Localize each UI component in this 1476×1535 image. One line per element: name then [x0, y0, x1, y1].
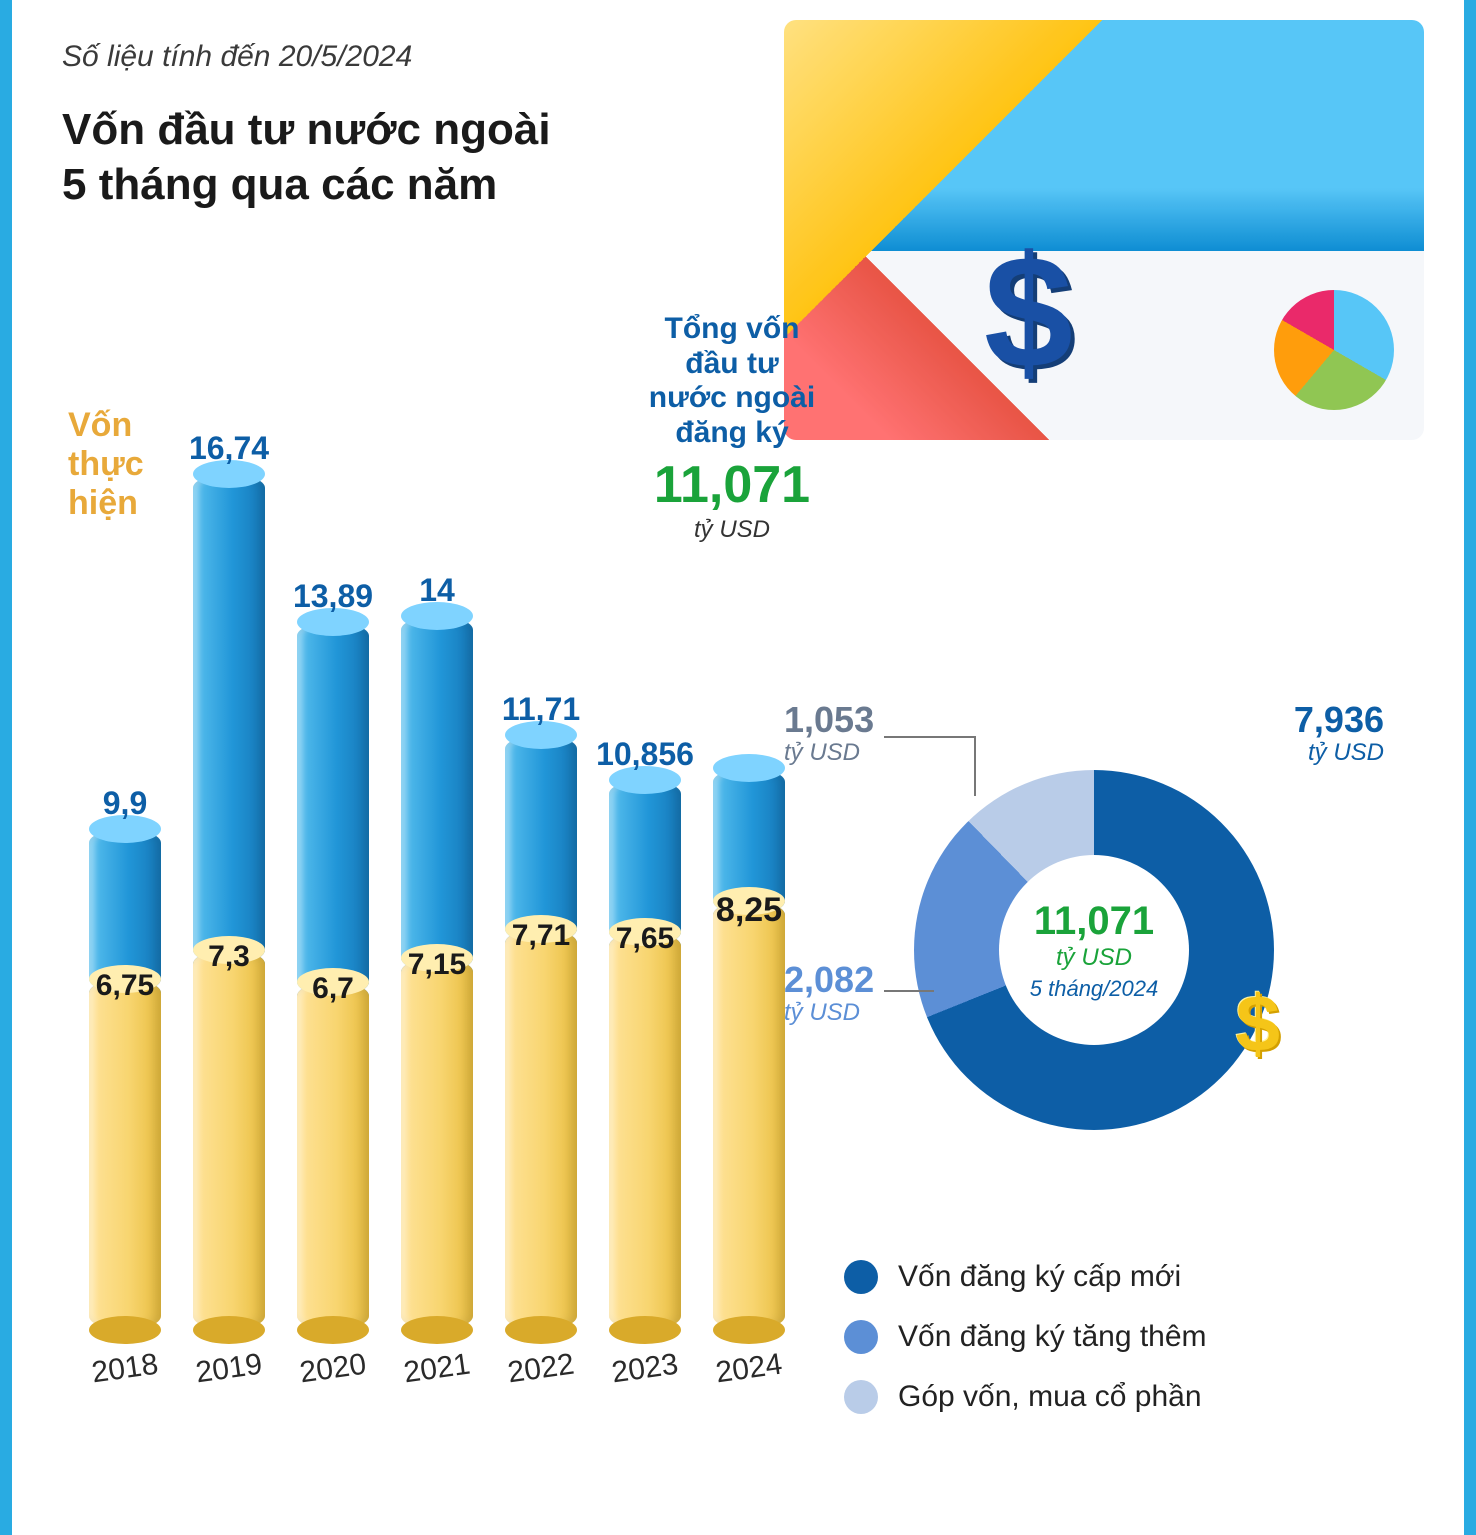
- bar-seg-realized: [609, 932, 681, 1330]
- leader-tangthem-h: [884, 990, 934, 992]
- legend-swatch: [844, 1260, 878, 1294]
- bar-stack: 11,717,71: [505, 735, 577, 1330]
- bars-area: 9,96,75201816,747,3201913,896,72020147,1…: [72, 320, 792, 1330]
- bar-year-label: 2019: [194, 1348, 265, 1391]
- bar-bot-value: 6,75: [65, 969, 185, 1003]
- bar-top-value: 10,856: [575, 736, 715, 773]
- donut-ring: 11,071 tỷ USD 5 tháng/2024 $: [914, 770, 1274, 1130]
- bar-seg-registered: [505, 735, 577, 943]
- bar-seg-realized: [89, 979, 161, 1330]
- hero-illustration: [784, 20, 1424, 440]
- bar-col-2024: 8,252024: [706, 768, 792, 1330]
- donut-legend: Vốn đăng ký cấp mới Vốn đăng ký tăng thêm…: [844, 1260, 1364, 1440]
- donut-label-tangthem: 2,082 tỷ USD: [784, 960, 874, 1026]
- bar-col-2019: 16,747,32019: [186, 474, 272, 1330]
- legend-row: Vốn đăng ký cấp mới: [844, 1260, 1364, 1294]
- leader-gopvon-h: [884, 736, 974, 738]
- fdi-breakdown-donut: 11,071 tỷ USD 5 tháng/2024 $ 7,936 tỷ US…: [784, 700, 1384, 1220]
- bar-col-2021: 147,152021: [394, 616, 480, 1330]
- bar-seg-registered: [297, 622, 369, 996]
- donut-center-sub: 5 tháng/2024: [1030, 976, 1158, 1002]
- fdi-bar-chart: Vốn thực hiện Tổng vốn đầu tư nước ngoài…: [72, 320, 792, 1420]
- page-title: Vốn đầu tư nước ngoài 5 tháng qua các nă…: [62, 102, 682, 212]
- bar-bot-value: 7,71: [481, 919, 601, 953]
- tangthem-unit: tỷ USD: [784, 1000, 874, 1026]
- bar-seg-realized: [193, 950, 265, 1330]
- legend-row: Vốn đăng ký tăng thêm: [844, 1320, 1364, 1354]
- bar-seg-realized: [401, 958, 473, 1330]
- bar-col-2023: 10,8567,652023: [602, 780, 688, 1331]
- bar-year-label: 2023: [610, 1348, 681, 1391]
- donut-label-layer: 11,071 tỷ USD 5 tháng/2024 $ 7,936 tỷ US…: [784, 700, 1384, 1220]
- legend-text: Góp vốn, mua cổ phần: [898, 1380, 1202, 1414]
- capmoi-unit: tỷ USD: [1294, 740, 1384, 766]
- bar-top-value: 16,74: [159, 430, 299, 467]
- bar-seg-realized: [297, 982, 369, 1330]
- donut-center-unit: tỷ USD: [1056, 944, 1132, 972]
- bar-year-label: 2024: [714, 1348, 785, 1391]
- bar-col-2022: 11,717,712022: [498, 735, 584, 1330]
- title-line-2: 5 tháng qua các năm: [62, 160, 497, 209]
- bar-bot-value: 7,3: [169, 940, 289, 974]
- bar-year-label: 2022: [506, 1348, 577, 1391]
- bar-seg-registered: [401, 616, 473, 972]
- gopvon-num: 1,053: [784, 699, 874, 740]
- legend-text: Vốn đăng ký tăng thêm: [898, 1320, 1207, 1354]
- bar-stack: 16,747,3: [193, 474, 265, 1330]
- capmoi-num: 7,936: [1294, 699, 1384, 740]
- bar-stack: 8,25: [713, 768, 785, 1330]
- bar-top-value: 9,9: [55, 785, 195, 822]
- bar-seg-registered: [193, 474, 265, 965]
- donut-label-gopvon: 1,053 tỷ USD: [784, 700, 874, 766]
- bar-top-value: 14: [367, 572, 507, 609]
- donut-label-capmoi: 7,936 tỷ USD: [1294, 700, 1384, 766]
- bar-col-2020: 13,896,72020: [290, 622, 376, 1330]
- legend-row: Góp vốn, mua cổ phần: [844, 1380, 1364, 1414]
- bar-year-label: 2021: [402, 1348, 473, 1391]
- donut-center: 11,071 tỷ USD 5 tháng/2024: [999, 855, 1189, 1045]
- bar-stack: 9,96,75: [89, 829, 161, 1330]
- legend-swatch: [844, 1380, 878, 1414]
- bar-top-value: 11,71: [471, 691, 611, 728]
- bar-bot-value: 6,7: [273, 972, 393, 1006]
- dollar-icon: $: [1236, 978, 1281, 1070]
- bar-stack: 13,896,7: [297, 622, 369, 1330]
- bar-col-2018: 9,96,752018: [82, 829, 168, 1330]
- bar-year-label: 2018: [90, 1348, 161, 1391]
- bar-year-label: 2020: [298, 1348, 369, 1391]
- bar-seg-realized: [505, 929, 577, 1330]
- bar-bot-value: 7,15: [377, 948, 497, 982]
- legend-swatch: [844, 1320, 878, 1354]
- bar-bot-value: 7,65: [585, 922, 705, 956]
- bar-stack: 10,8567,65: [609, 780, 681, 1331]
- tangthem-num: 2,082: [784, 959, 874, 1000]
- legend-text: Vốn đăng ký cấp mới: [898, 1260, 1181, 1294]
- gopvon-unit: tỷ USD: [784, 740, 874, 766]
- donut-center-value: 11,071: [1034, 899, 1154, 944]
- bar-seg-realized: [713, 901, 785, 1330]
- title-line-1: Vốn đầu tư nước ngoài: [62, 105, 551, 154]
- bar-stack: 147,15: [401, 616, 473, 1330]
- leader-gopvon-v: [974, 736, 976, 796]
